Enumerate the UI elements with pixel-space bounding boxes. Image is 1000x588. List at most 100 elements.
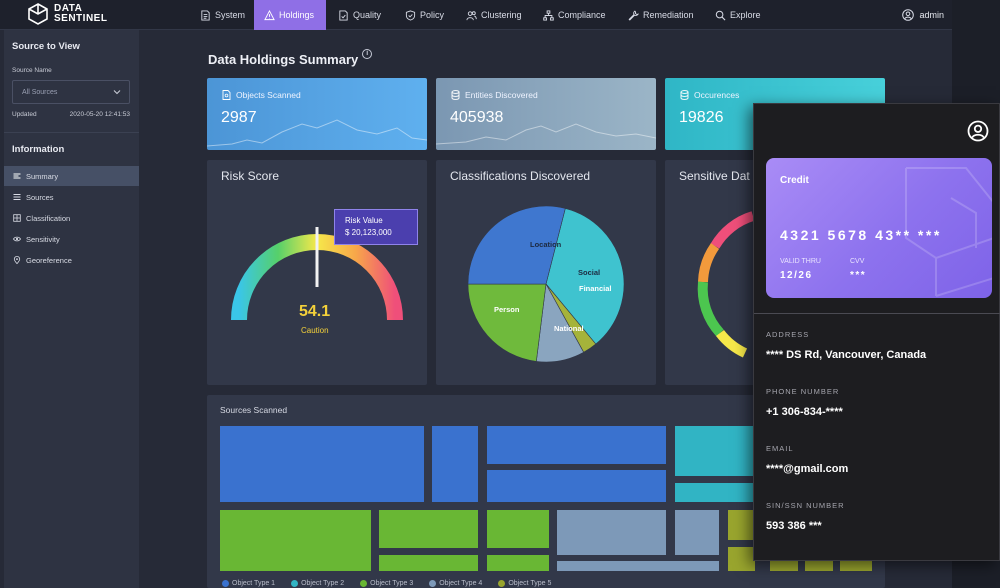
eye-icon (13, 236, 21, 242)
document-search-icon (222, 90, 231, 100)
app-window: DATA SENTINEL System Holdings Quality Pol… (0, 0, 952, 588)
stat-value: 19826 (679, 109, 724, 126)
database-icon (680, 90, 689, 100)
treemap-cell[interactable] (379, 555, 478, 571)
legend-item[interactable]: Object Type 5 (498, 580, 551, 587)
search-icon (715, 10, 726, 20)
pie-label-national: National (554, 324, 584, 333)
treemap-cell[interactable] (675, 426, 755, 476)
classifications-pie[interactable] (466, 204, 626, 364)
treemap-cell[interactable] (557, 561, 719, 571)
user-menu[interactable]: admin (902, 0, 944, 30)
treemap-legend: Object Type 1 Object Type 2 Object Type … (222, 580, 551, 587)
pie-slice-national[interactable] (467, 283, 547, 362)
map-pin-icon (13, 256, 21, 264)
document-icon (201, 9, 210, 21)
sidebar-item-classification[interactable]: Classification (4, 208, 139, 228)
treemap-cell[interactable] (557, 510, 666, 555)
nav-clustering[interactable]: Clustering (456, 0, 532, 30)
credit-card[interactable]: Credit 4321 5678 43** *** VALID THRU 12/… (766, 158, 992, 298)
warning-triangle-icon (264, 9, 275, 20)
nav-holdings[interactable]: Holdings (254, 0, 326, 30)
shield-icon (405, 9, 416, 21)
sidebar-item-sources[interactable]: Sources (4, 187, 139, 207)
treemap-cell[interactable] (675, 510, 719, 555)
logo-cube-icon (28, 3, 48, 25)
brand-logo[interactable]: DATA SENTINEL (28, 3, 107, 25)
sparkline (436, 123, 656, 145)
legend-item[interactable]: Object Type 1 (222, 580, 275, 587)
sensitive-donut (697, 211, 755, 358)
pie-label-financial: Financial (579, 284, 612, 293)
pie-label-location: Location (530, 240, 562, 249)
valid-label: VALID THRU (780, 258, 821, 265)
address-field: ADDRESS **** DS Rd, Vancouver, Canada (766, 330, 927, 361)
pie-label-social: Social (578, 268, 601, 277)
file-check-icon (339, 9, 348, 21)
pie-slice-location[interactable] (545, 208, 625, 345)
valid-value: 12/26 (780, 270, 813, 281)
nav-explore[interactable]: Explore (705, 0, 771, 30)
nav-compliance[interactable]: Compliance (533, 0, 616, 30)
treemap-cell[interactable] (805, 561, 833, 571)
card-title: Credit (780, 175, 809, 186)
stat-value: 2987 (221, 109, 257, 126)
treemap-cell[interactable] (487, 426, 666, 464)
source-select[interactable]: All Sources (12, 80, 130, 104)
phone-field: PHONE NUMBER +1 306-834-**** (766, 387, 843, 418)
risk-gauge (231, 227, 403, 321)
treemap-cell[interactable] (487, 510, 549, 548)
treemap-cell[interactable] (770, 561, 798, 571)
divider (754, 313, 1000, 314)
treemap-cell[interactable] (728, 510, 755, 540)
treemap-cell[interactable] (728, 547, 755, 571)
legend-item[interactable]: Object Type 4 (429, 580, 482, 587)
grid-icon (13, 214, 21, 222)
panel-title: Classifications Discovered (450, 169, 591, 183)
stat-value: 405938 (450, 109, 504, 126)
nav-system[interactable]: System (190, 0, 255, 30)
list-icon (13, 173, 21, 179)
nav-remediation[interactable]: Remediation (618, 0, 704, 30)
chevron-down-icon (113, 90, 121, 95)
sidebar-item-sensitivity[interactable]: Sensitivity (4, 229, 139, 249)
nav-policy[interactable]: Policy (395, 0, 454, 30)
cvv-label: CVV (850, 258, 865, 265)
updated-row: Updated 2020-05-20 12:41:53 (12, 111, 130, 118)
user-circle-icon (902, 9, 915, 21)
sidebar-item-georeference[interactable]: Georeference (4, 250, 139, 270)
nav-quality[interactable]: Quality (328, 0, 391, 30)
treemap-cell[interactable] (220, 426, 424, 502)
treemap-cell[interactable] (840, 561, 872, 571)
treemap-cell[interactable] (675, 483, 755, 502)
lines-icon (13, 194, 21, 200)
panel-title: Risk Score (221, 169, 280, 183)
user-circle-icon[interactable] (967, 120, 989, 142)
sparkline (207, 119, 427, 147)
sidebar: Source to View Source Name All Sources U… (4, 30, 139, 588)
cvv-value: *** (850, 270, 867, 281)
sidebar-item-summary[interactable]: Summary (4, 166, 139, 186)
divider (4, 132, 139, 133)
treemap-cell[interactable] (379, 510, 478, 548)
treemap-cell[interactable] (220, 510, 371, 571)
risk-tooltip: Risk Value $ 20,123,000 (334, 209, 418, 245)
risk-score-label: Caution (301, 326, 329, 335)
sin-field: SIN/SSN NUMBER 593 386 *** (766, 501, 845, 532)
pie-label-person: Person (494, 305, 520, 314)
source-name-label: Source Name (12, 67, 52, 74)
identity-card-overlay: Credit 4321 5678 43** *** VALID THRU 12/… (753, 103, 1000, 561)
wrench-icon (628, 9, 639, 21)
info-icon[interactable]: i (362, 48, 373, 59)
treemap-cell[interactable] (487, 555, 549, 571)
email-field: EMAIL ****@gmail.com (766, 444, 849, 475)
treemap-cell[interactable] (487, 470, 666, 502)
stat-card-entities[interactable]: Entities Discovered 405938 (436, 78, 656, 150)
legend-item[interactable]: Object Type 2 (291, 580, 344, 587)
stat-card-objects[interactable]: Objects Scanned 2987 (207, 78, 427, 150)
treemap-cell[interactable] (432, 426, 478, 502)
page-title: Data Holdings Summary i (208, 48, 373, 67)
pie-slice-person[interactable] (467, 205, 566, 285)
database-icon (451, 90, 460, 100)
legend-item[interactable]: Object Type 3 (360, 580, 413, 587)
